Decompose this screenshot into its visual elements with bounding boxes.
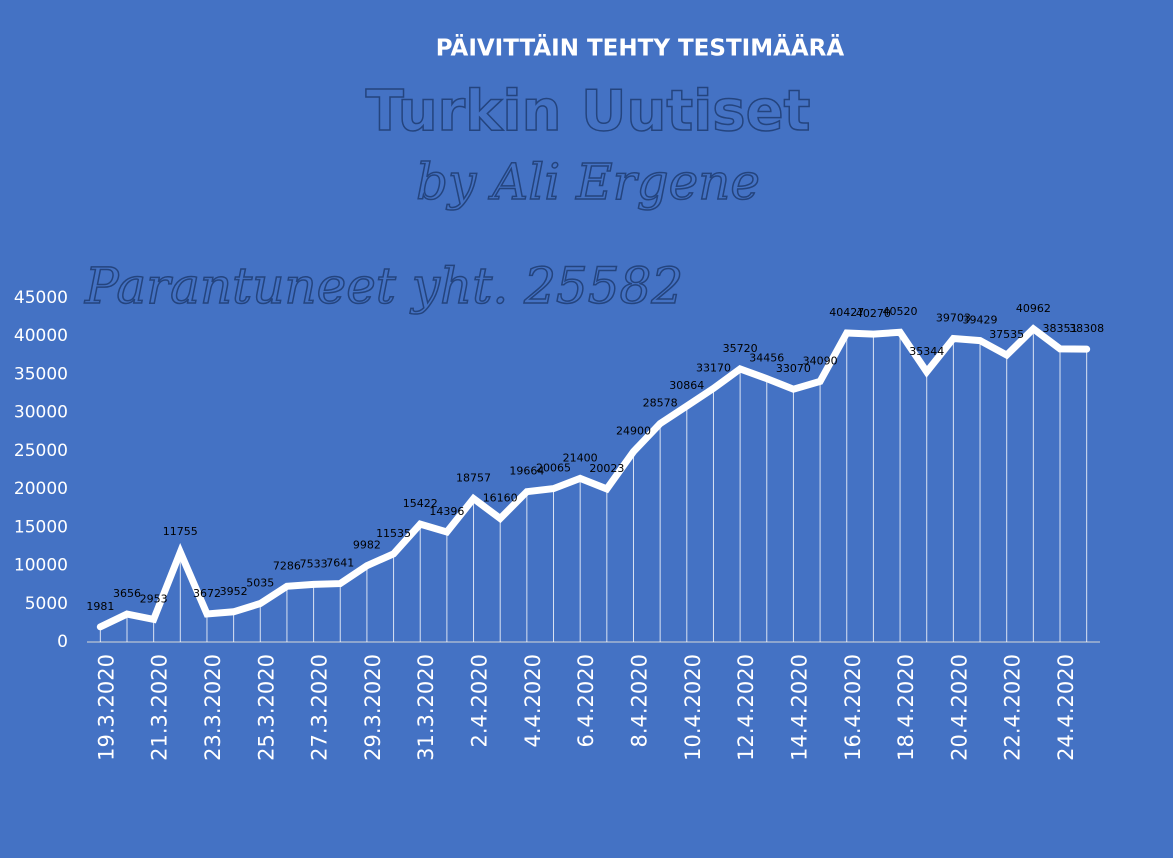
x-tick-label: 21.3.2020 xyxy=(148,654,172,761)
x-tick-label: 24.4.2020 xyxy=(1054,654,1078,761)
data-label: 19664 xyxy=(509,465,544,478)
watermark: Parantuneet yht. 25582 xyxy=(84,257,683,315)
data-label: 5035 xyxy=(246,577,274,590)
x-tick-label: 31.3.2020 xyxy=(414,654,438,761)
data-label: 34456 xyxy=(749,352,784,365)
x-tick-label: 14.4.2020 xyxy=(787,654,811,761)
data-label: 16160 xyxy=(483,491,518,504)
x-tick-label: 10.4.2020 xyxy=(681,654,705,761)
x-tick-label: 20.4.2020 xyxy=(947,654,971,761)
data-label: 33070 xyxy=(776,362,811,375)
data-label: 3656 xyxy=(113,587,141,600)
data-label: 24900 xyxy=(616,425,651,438)
data-label: 9982 xyxy=(353,539,381,552)
y-tick-label: 20000 xyxy=(14,479,68,499)
y-tick-label: 35000 xyxy=(14,364,68,384)
data-label: 33170 xyxy=(696,361,731,374)
data-label: 38351 xyxy=(1043,322,1078,335)
data-label: 35720 xyxy=(723,342,758,355)
data-label: 34090 xyxy=(803,354,838,367)
y-tick-label: 15000 xyxy=(14,517,68,537)
y-tick-label: 0 xyxy=(57,632,68,652)
x-tick-label: 4.4.2020 xyxy=(521,654,545,748)
data-label: 21400 xyxy=(563,451,598,464)
data-label: 7641 xyxy=(326,557,354,570)
data-label: 40962 xyxy=(1016,302,1051,315)
data-label: 35344 xyxy=(909,345,944,358)
data-label: 1981 xyxy=(86,600,114,613)
watermark: by Ali Ergene xyxy=(416,153,760,211)
x-tick-label: 2.4.2020 xyxy=(468,654,492,748)
x-tick-label: 29.3.2020 xyxy=(361,654,385,761)
y-tick-label: 10000 xyxy=(14,556,68,576)
chart-title: PÄIVITTÄIN TEHTY TESTIMÄÄRÄ xyxy=(436,34,845,62)
y-tick-label: 25000 xyxy=(14,441,68,461)
data-label: 30864 xyxy=(669,379,704,392)
data-label: 11535 xyxy=(376,527,411,540)
x-tick-label: 25.3.2020 xyxy=(254,654,278,761)
x-tick-label: 12.4.2020 xyxy=(734,654,758,761)
data-label: 20023 xyxy=(589,462,624,475)
data-label: 39703 xyxy=(936,311,971,324)
data-label: 39429 xyxy=(963,314,998,327)
data-label: 38308 xyxy=(1069,322,1104,335)
data-label: 28578 xyxy=(643,397,678,410)
data-label: 40520 xyxy=(883,305,918,318)
data-label: 7286 xyxy=(273,559,301,572)
y-tick-label: 30000 xyxy=(14,403,68,423)
data-label: 2953 xyxy=(140,592,168,605)
data-label: 7533 xyxy=(300,557,328,570)
data-label: 3952 xyxy=(220,585,248,598)
data-label: 37535 xyxy=(989,328,1024,341)
data-label: 40270 xyxy=(856,307,891,320)
x-tick-label: 27.3.2020 xyxy=(308,654,332,761)
data-label: 18757 xyxy=(456,472,491,485)
x-tick-label: 19.3.2020 xyxy=(94,654,118,761)
x-tick-label: 23.3.2020 xyxy=(201,654,225,761)
y-tick-label: 45000 xyxy=(14,288,68,308)
x-tick-label: 6.4.2020 xyxy=(574,654,598,748)
y-tick-label: 5000 xyxy=(25,594,68,614)
x-tick-label: 16.4.2020 xyxy=(841,654,865,761)
x-tick-label: 18.4.2020 xyxy=(894,654,918,761)
data-line xyxy=(96,324,1091,631)
x-tick-label: 8.4.2020 xyxy=(627,654,651,748)
x-tick-label: 22.4.2020 xyxy=(1001,654,1025,761)
data-label: 3672 xyxy=(193,587,221,600)
data-label: 11755 xyxy=(163,525,198,538)
data-label: 15422 xyxy=(403,497,438,510)
watermark: Turkin Uutiset xyxy=(366,79,811,144)
data-label: 14396 xyxy=(429,505,464,518)
data-label: 20065 xyxy=(536,462,571,475)
data-label: 40427 xyxy=(829,306,864,319)
y-tick-label: 40000 xyxy=(14,326,68,346)
